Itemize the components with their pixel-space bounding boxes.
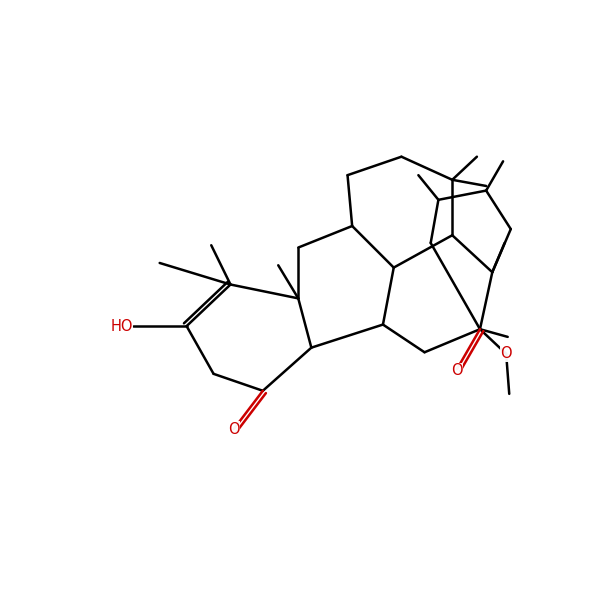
Text: O: O: [500, 346, 512, 361]
Text: O: O: [451, 363, 463, 378]
Text: HO: HO: [110, 319, 133, 334]
Text: O: O: [228, 422, 239, 437]
